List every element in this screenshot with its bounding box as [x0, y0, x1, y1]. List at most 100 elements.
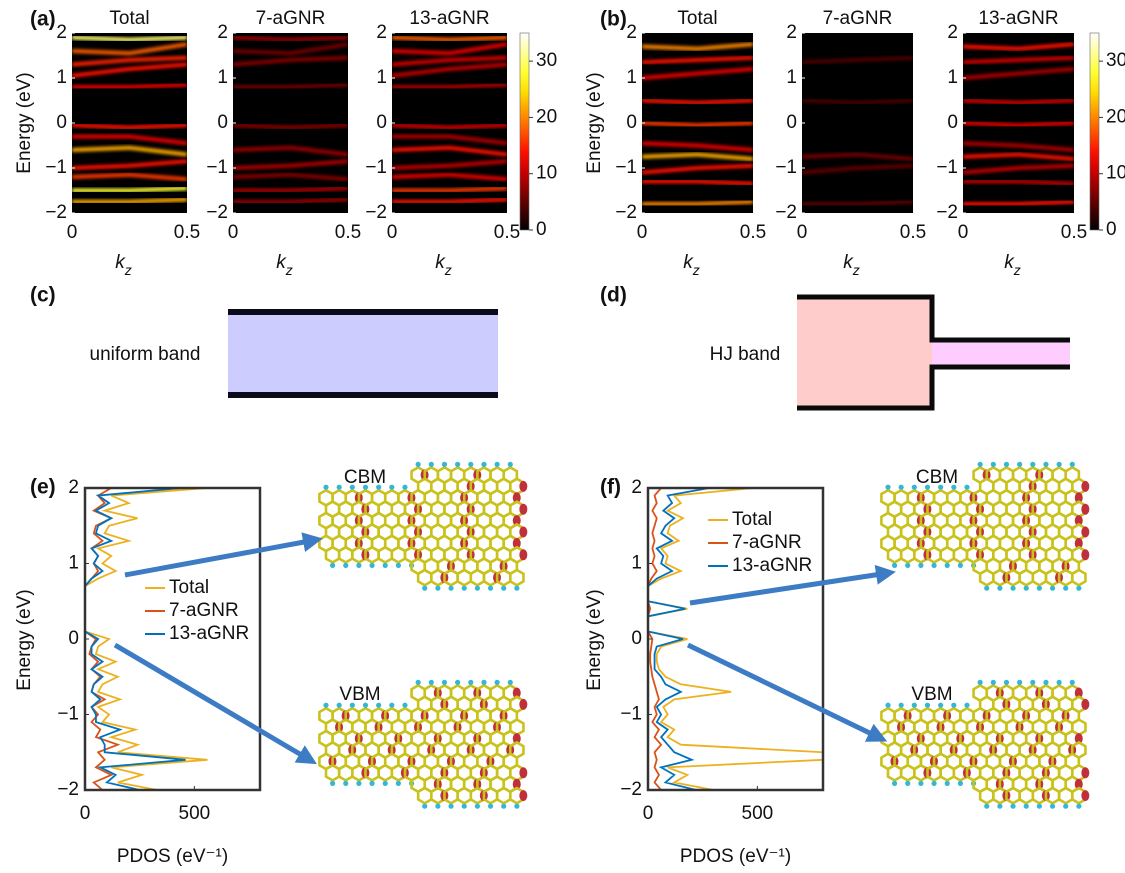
carbon-ring [1020, 570, 1033, 585]
pdos-line [85, 488, 118, 790]
charts: (a)Energy (eV)Total−2−101200.5kz7-aGNR−2… [14, 8, 1125, 867]
carbon-ring [418, 570, 431, 585]
carbon-ring [510, 570, 523, 585]
x-axis-label: kz [276, 252, 293, 278]
band-line [963, 101, 1074, 103]
y-tick-label: −1 [620, 704, 642, 725]
band [963, 123, 1074, 125]
y-tick-label: −1 [206, 157, 228, 178]
x-tick-label: 0 [643, 803, 654, 824]
carbon-ring [901, 765, 914, 780]
hydrogen [508, 462, 513, 467]
hydrogen [964, 485, 969, 490]
hydrogen [442, 462, 447, 467]
y-tick-label: −1 [57, 704, 79, 725]
band-line [72, 38, 187, 40]
x-label-sub: z [1013, 262, 1021, 278]
orbital-lobe [1081, 790, 1089, 801]
hydrogen [1030, 680, 1035, 685]
hydrogen [1050, 586, 1055, 591]
x-tick-label: 0 [67, 222, 78, 243]
band [72, 200, 187, 202]
carbon-ring [458, 788, 471, 803]
band-line [392, 85, 507, 87]
hydrogen [978, 462, 983, 467]
band [963, 101, 1074, 103]
hydrogen [462, 804, 467, 809]
y-tick-label: 0 [631, 628, 642, 649]
hydrogen [892, 781, 897, 786]
y-tick-label: 2 [376, 22, 387, 43]
band [392, 188, 507, 190]
hydrogen [1037, 804, 1042, 809]
x-axis-label: kz [115, 252, 132, 278]
band-line [72, 188, 187, 190]
y-tick-label: 2 [56, 22, 67, 43]
orbital-lobe [519, 790, 527, 801]
carbon-ring [954, 547, 967, 562]
band [392, 85, 507, 87]
carbon-ring [392, 547, 405, 562]
y-tick-label: 2 [68, 477, 79, 498]
y-tick-label: −2 [775, 202, 797, 223]
hydrogen [514, 586, 519, 591]
band-line [802, 101, 913, 103]
hydrogen [991, 462, 996, 467]
hydrogen [429, 680, 434, 685]
carbon-ring [980, 788, 993, 803]
colorbar-tick-label: 30 [1106, 50, 1125, 71]
hydrogen [475, 804, 480, 809]
legend-label: 13-aGNR [732, 555, 812, 576]
colorbar [520, 33, 529, 230]
arrow [125, 540, 315, 575]
state-label: VBM [339, 684, 380, 705]
panel-label: (a) [30, 8, 56, 31]
x-tick-label: 500 [179, 803, 211, 824]
band-block [797, 297, 932, 408]
colorbar-tick-label: 20 [1106, 106, 1125, 127]
hydrogen [1043, 680, 1048, 685]
carbon-ring [980, 570, 993, 585]
hydrogen [468, 462, 473, 467]
legend-label: 7-aGNR [732, 532, 802, 553]
hydrogen [448, 586, 453, 591]
band-line [72, 85, 187, 87]
y-tick-label: 1 [631, 553, 642, 574]
y-tick-label: 1 [947, 67, 958, 88]
hydrogen [435, 804, 440, 809]
y-tick-label: −1 [45, 157, 67, 178]
hydrogen [501, 586, 506, 591]
colorbar-tick-label: 30 [536, 50, 557, 71]
carbon-ring [379, 547, 392, 562]
carbon-ring [339, 765, 352, 780]
hydrogen [389, 485, 394, 490]
y-tick-label: 1 [376, 67, 387, 88]
band-line [233, 188, 348, 190]
carbon-ring [497, 788, 510, 803]
hydrogen [337, 485, 342, 490]
band [72, 125, 187, 127]
colorbar-tick-label: 0 [1106, 219, 1117, 240]
orbital-lobe [1081, 504, 1089, 515]
orbital-lobe [1081, 527, 1089, 538]
band-line [392, 125, 507, 127]
x-tick-label: 0.5 [494, 222, 520, 243]
band [233, 125, 348, 127]
orbital-lobe [519, 549, 527, 560]
x-tick-label: 0.5 [740, 222, 766, 243]
hydrogen [984, 804, 989, 809]
hydrogen [448, 804, 453, 809]
band-line [642, 101, 753, 103]
legend-label: 13-aGNR [169, 623, 249, 644]
hydrogen [1043, 462, 1048, 467]
y-tick-label: 1 [68, 553, 79, 574]
hydrogen [1037, 586, 1042, 591]
hydrogen [918, 563, 923, 568]
band-line [233, 85, 348, 87]
y-axis-label: Energy (eV) [14, 72, 35, 173]
hydrogen [1050, 804, 1055, 809]
x-tick-label: 0 [797, 222, 808, 243]
legend-label: Total [732, 509, 772, 530]
arrow [690, 573, 888, 603]
y-tick-label: −2 [615, 202, 637, 223]
